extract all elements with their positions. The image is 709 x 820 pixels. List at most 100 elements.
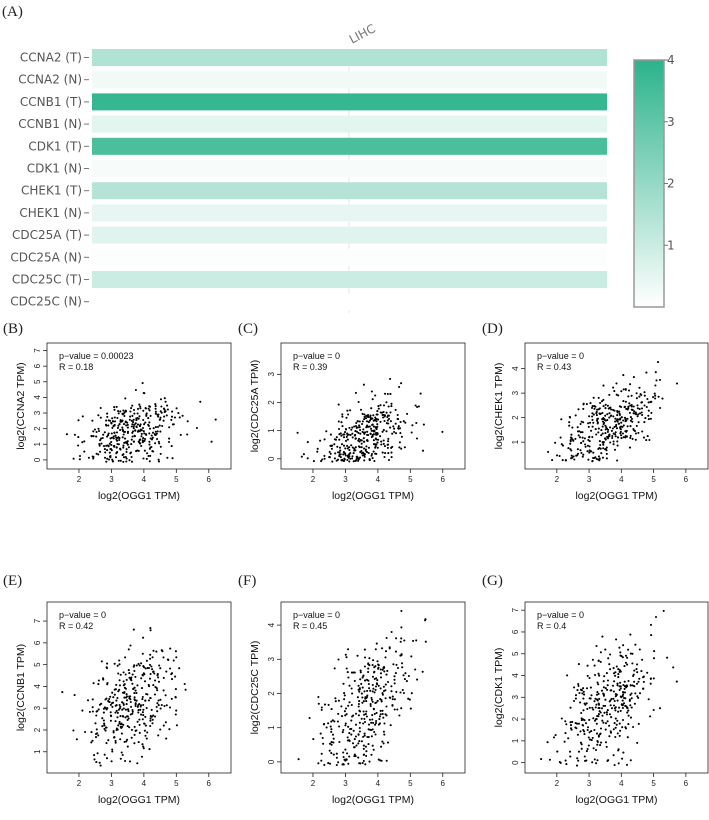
scatter-point [112, 445, 115, 448]
scatter-point [355, 421, 358, 425]
scatter-point [568, 421, 571, 424]
scatter-point [92, 430, 95, 433]
scatter-point [354, 712, 358, 715]
scatter-point [613, 707, 617, 710]
scatter-point [118, 438, 121, 442]
scatter-point [149, 717, 152, 720]
scatter-point [137, 741, 140, 744]
scatter-point [113, 408, 116, 411]
scatter-point [619, 729, 622, 732]
plot-frame [280, 342, 466, 470]
scatter-point [629, 693, 632, 696]
scatter-point [91, 698, 94, 701]
scatter-point [643, 391, 646, 394]
scatter-point [371, 457, 374, 460]
scatter-point [124, 759, 127, 763]
scatter-point [300, 455, 303, 458]
scatter-point [596, 691, 599, 694]
scatter-point [650, 634, 653, 637]
scatter-point [624, 387, 627, 391]
scatter-point [630, 706, 633, 709]
scatter-point [128, 459, 131, 462]
panel-label: (D) [482, 321, 503, 337]
scatter-point [122, 703, 125, 706]
scatter-point [400, 654, 403, 657]
scatter-point [150, 708, 153, 711]
scatter-point [361, 696, 364, 699]
scatter-point [364, 417, 368, 420]
scatter-point [354, 723, 358, 726]
scatter-point [124, 673, 127, 676]
scatter-point [379, 698, 382, 701]
scatter-point [115, 699, 118, 702]
scatter-point [168, 426, 171, 429]
scatter-point [637, 413, 640, 416]
scatter-point [106, 662, 109, 665]
scatter-point [121, 753, 124, 757]
scatter-point [360, 446, 363, 449]
p-value-annotation: p−value = 0 [59, 610, 106, 620]
scatter-point [165, 670, 168, 673]
scatter-point [619, 709, 622, 712]
scatter-point [165, 414, 168, 417]
scatter-point [603, 675, 606, 678]
scatter-point [600, 707, 604, 710]
scatter-point [586, 450, 589, 453]
scatter-point [358, 420, 361, 423]
scatter-point [617, 762, 620, 765]
scatter-point [165, 704, 168, 707]
scatter-point [381, 693, 384, 696]
scatter-point [591, 658, 594, 661]
scatter-point [157, 458, 160, 461]
scatter-point [574, 414, 577, 417]
heatmap-cell [92, 204, 607, 222]
scatter-point [571, 438, 574, 441]
scatter-point [367, 451, 370, 455]
scatter-point [341, 415, 344, 418]
scatter-point [372, 439, 375, 442]
scatter-point [596, 759, 599, 762]
scatter-point [633, 702, 636, 705]
scatter-point [618, 685, 621, 688]
scatter-point [619, 695, 622, 698]
scatter-point [389, 420, 392, 423]
scatter-point [354, 425, 358, 428]
scatter-point [355, 744, 358, 747]
scatter-point [351, 715, 354, 718]
scatter-point [362, 383, 365, 386]
scatter-point [162, 676, 165, 679]
scatter-point [138, 664, 141, 667]
scatter-point [381, 668, 384, 671]
scatter-point [585, 687, 589, 690]
scatter-point [407, 674, 410, 678]
scatter-point [141, 711, 144, 714]
scatter-point [99, 450, 102, 453]
scatter-point [675, 680, 678, 683]
scatter-point [387, 440, 390, 443]
scatter-point [608, 700, 611, 703]
scatter-point [130, 455, 133, 459]
scatter-point [105, 424, 108, 427]
scatter-point [383, 733, 386, 736]
scatter-point [328, 742, 332, 745]
scatter-point [621, 703, 624, 706]
scatter-point [655, 379, 658, 382]
scatter-point [103, 724, 106, 727]
scatter-point [658, 378, 662, 381]
y-axis-label: log2(CCNB1 TPM) [15, 644, 27, 731]
scatter-point [154, 442, 157, 445]
y-tick-label: 3 [267, 657, 276, 662]
scatter-point [342, 444, 346, 447]
scatter-point [609, 441, 612, 444]
scatter-point [156, 430, 159, 433]
scatter-point [577, 684, 580, 687]
y-tick-label: 6 [33, 640, 42, 645]
heatmap-cell [92, 71, 607, 89]
scatter-point [600, 689, 604, 692]
scatter-point [652, 677, 655, 680]
scatter-point [119, 725, 122, 728]
scatter-point [151, 718, 154, 721]
plot-frame [46, 601, 232, 774]
scatter-point [356, 420, 359, 423]
